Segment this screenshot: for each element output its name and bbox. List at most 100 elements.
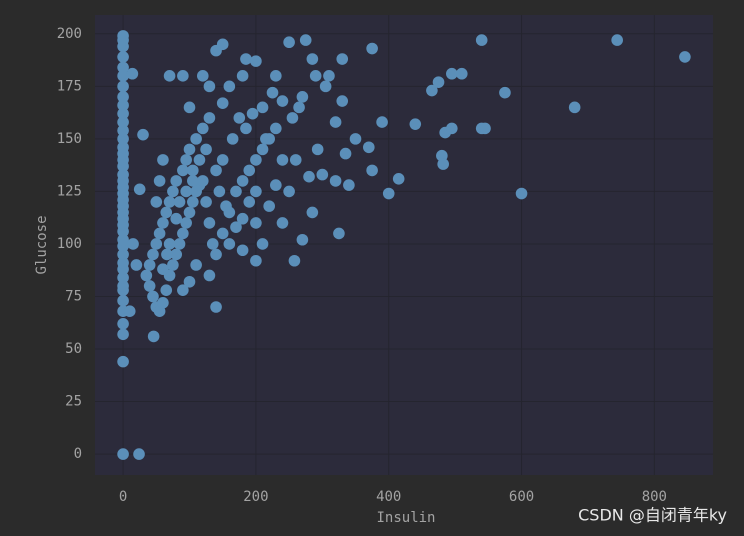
point	[117, 99, 129, 112]
plot-area	[95, 15, 713, 475]
point	[210, 301, 222, 313]
point	[366, 164, 378, 177]
point	[246, 107, 259, 120]
point	[183, 101, 196, 114]
point	[123, 305, 136, 317]
point	[196, 122, 209, 135]
point	[117, 168, 129, 181]
point	[479, 122, 491, 135]
point	[256, 101, 269, 114]
point	[376, 116, 388, 128]
point	[117, 61, 129, 74]
point	[183, 143, 196, 156]
point	[203, 217, 216, 229]
point	[130, 259, 143, 271]
point	[140, 269, 153, 282]
point	[117, 271, 129, 284]
point	[230, 185, 242, 198]
point	[127, 238, 139, 250]
point	[329, 116, 342, 128]
point	[117, 248, 129, 261]
point	[163, 196, 176, 208]
x-tick-label: 400	[376, 489, 401, 505]
point	[177, 227, 189, 240]
point	[286, 112, 299, 124]
point	[126, 67, 139, 80]
y-tick-label: 0	[74, 446, 82, 462]
point	[133, 448, 145, 460]
point	[270, 179, 282, 191]
point	[117, 280, 129, 292]
y-axis-label: Glucose	[34, 215, 50, 274]
point	[240, 122, 252, 135]
point	[426, 84, 438, 97]
point	[117, 355, 129, 368]
points	[117, 30, 691, 460]
point	[117, 233, 129, 246]
point	[283, 36, 295, 49]
point	[200, 143, 212, 156]
point	[475, 34, 488, 46]
point	[117, 116, 129, 128]
point	[137, 128, 149, 141]
point	[243, 164, 256, 177]
point	[177, 284, 189, 296]
point	[213, 185, 226, 198]
point	[230, 221, 242, 233]
point	[117, 133, 129, 145]
point	[170, 248, 183, 261]
point	[243, 196, 256, 208]
point	[283, 185, 295, 198]
x-tick-label: 200	[243, 489, 268, 505]
point	[437, 158, 449, 170]
point	[167, 185, 179, 198]
point	[157, 296, 169, 309]
point	[336, 95, 349, 107]
point	[515, 187, 528, 200]
point	[270, 70, 282, 82]
point	[366, 42, 378, 55]
point	[250, 154, 262, 166]
point	[568, 101, 581, 114]
point	[147, 330, 160, 343]
point	[336, 53, 349, 65]
point	[409, 118, 422, 130]
point	[240, 53, 252, 65]
point	[266, 86, 279, 99]
point	[150, 196, 163, 208]
point	[236, 244, 249, 257]
point	[263, 200, 275, 212]
point	[392, 173, 405, 185]
point	[311, 143, 324, 156]
point	[250, 185, 262, 198]
point	[157, 217, 169, 229]
x-tick-label: 600	[509, 489, 534, 505]
point	[363, 141, 375, 154]
point	[220, 200, 232, 212]
point	[160, 284, 173, 296]
point	[256, 143, 269, 156]
point	[143, 280, 156, 292]
x-axis-label: Insulin	[376, 510, 435, 526]
point	[117, 141, 129, 154]
point	[270, 122, 282, 135]
point	[196, 70, 209, 82]
point	[180, 185, 192, 198]
point	[382, 187, 395, 200]
point	[455, 67, 468, 80]
point	[236, 70, 249, 82]
y-tick-label: 175	[57, 78, 82, 94]
y-tick-label: 100	[57, 236, 82, 252]
point	[183, 206, 196, 219]
point	[236, 175, 249, 187]
point	[319, 80, 332, 93]
y-tick-label: 125	[57, 183, 82, 199]
point	[210, 164, 222, 177]
point	[117, 294, 129, 307]
point	[183, 275, 196, 288]
point	[216, 154, 229, 166]
point	[236, 212, 249, 225]
point	[432, 76, 445, 88]
point	[170, 175, 183, 187]
